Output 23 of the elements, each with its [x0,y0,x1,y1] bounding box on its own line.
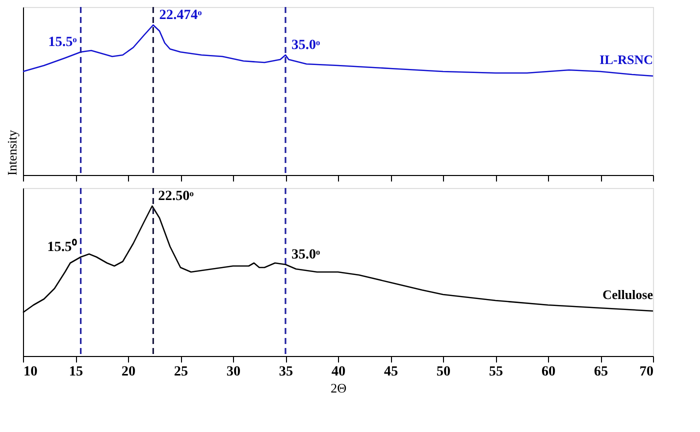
annotation: 35.0ᵒ [292,38,320,53]
x-tick-label: 70 [640,364,654,380]
x-tick-label: 65 [594,364,608,380]
x-tick-label: 50 [436,364,450,380]
x-axis-title: 2Θ [330,380,346,396]
x-tick-label: 60 [542,364,556,380]
x-tick-label: 10 [24,364,38,380]
x-tick-label: 35 [279,364,293,380]
x-tick-label: 55 [489,364,503,380]
annotation: 22.50ᵒ [158,189,194,204]
x-tick-label: 25 [174,364,188,380]
x-tick-label: 45 [384,364,398,380]
x-tick-label: 30 [226,364,240,380]
x-tick-label: 40 [332,364,346,380]
x-tick-label: 20 [122,364,136,380]
annotation: 22.474ᵒ [159,8,202,23]
series-label: Cellulose [602,287,654,302]
annotation: 15.5ᵒ [48,35,77,50]
annotation: 35.0ᵒ [292,248,320,262]
annotation: 15.5⁰ [47,238,77,255]
x-tick-label: 15 [69,364,83,380]
series-label: IL-RSNC [600,52,653,67]
y-axis-title: Intensity [4,130,20,176]
